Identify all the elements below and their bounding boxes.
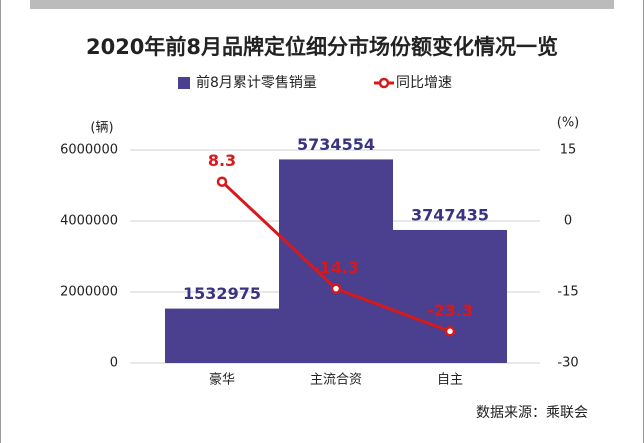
chart-title: 2020年前8月品牌定位细分市场份额变化情况一览	[86, 35, 558, 59]
line-value-label: -14.3	[313, 258, 359, 277]
y2-tick-label: -30	[557, 356, 578, 371]
bar	[393, 229, 507, 363]
bar	[165, 308, 279, 363]
line-marker	[216, 176, 228, 187]
y-tick-label: 4000000	[60, 214, 118, 229]
line-value-label: -23.3	[427, 301, 473, 320]
line-marker	[444, 326, 456, 337]
y-axis-label: (辆)	[90, 121, 113, 136]
legend-swatch	[178, 77, 190, 89]
x-tick-label: 自主	[437, 373, 463, 388]
x-tick-label: 豪华	[209, 372, 235, 388]
top-strip	[30, 0, 614, 9]
line-marker	[330, 283, 342, 294]
y2-tick-label: 15	[560, 143, 577, 158]
bar	[279, 159, 393, 363]
legend-label: 同比增速	[396, 75, 452, 91]
bar-value-label: 5734554	[297, 135, 375, 154]
y-tick-label: 2000000	[60, 285, 118, 300]
y2-tick-label: 0	[564, 214, 572, 229]
legend-label: 前8月累计零售销量	[196, 74, 317, 91]
bar-value-label: 1532975	[183, 284, 261, 303]
y-tick-label: 6000000	[60, 143, 118, 158]
y-tick-label: 0	[110, 356, 118, 371]
source-note: 数据来源：乘联会	[476, 405, 588, 421]
bar-value-label: 3747435	[411, 205, 489, 224]
legend-marker	[378, 77, 390, 89]
line-value-label: 8.3	[208, 151, 236, 170]
x-tick-label: 主流合资	[310, 373, 362, 388]
y2-axis-label: (%)	[557, 116, 580, 131]
y2-tick-label: -15	[557, 285, 578, 300]
